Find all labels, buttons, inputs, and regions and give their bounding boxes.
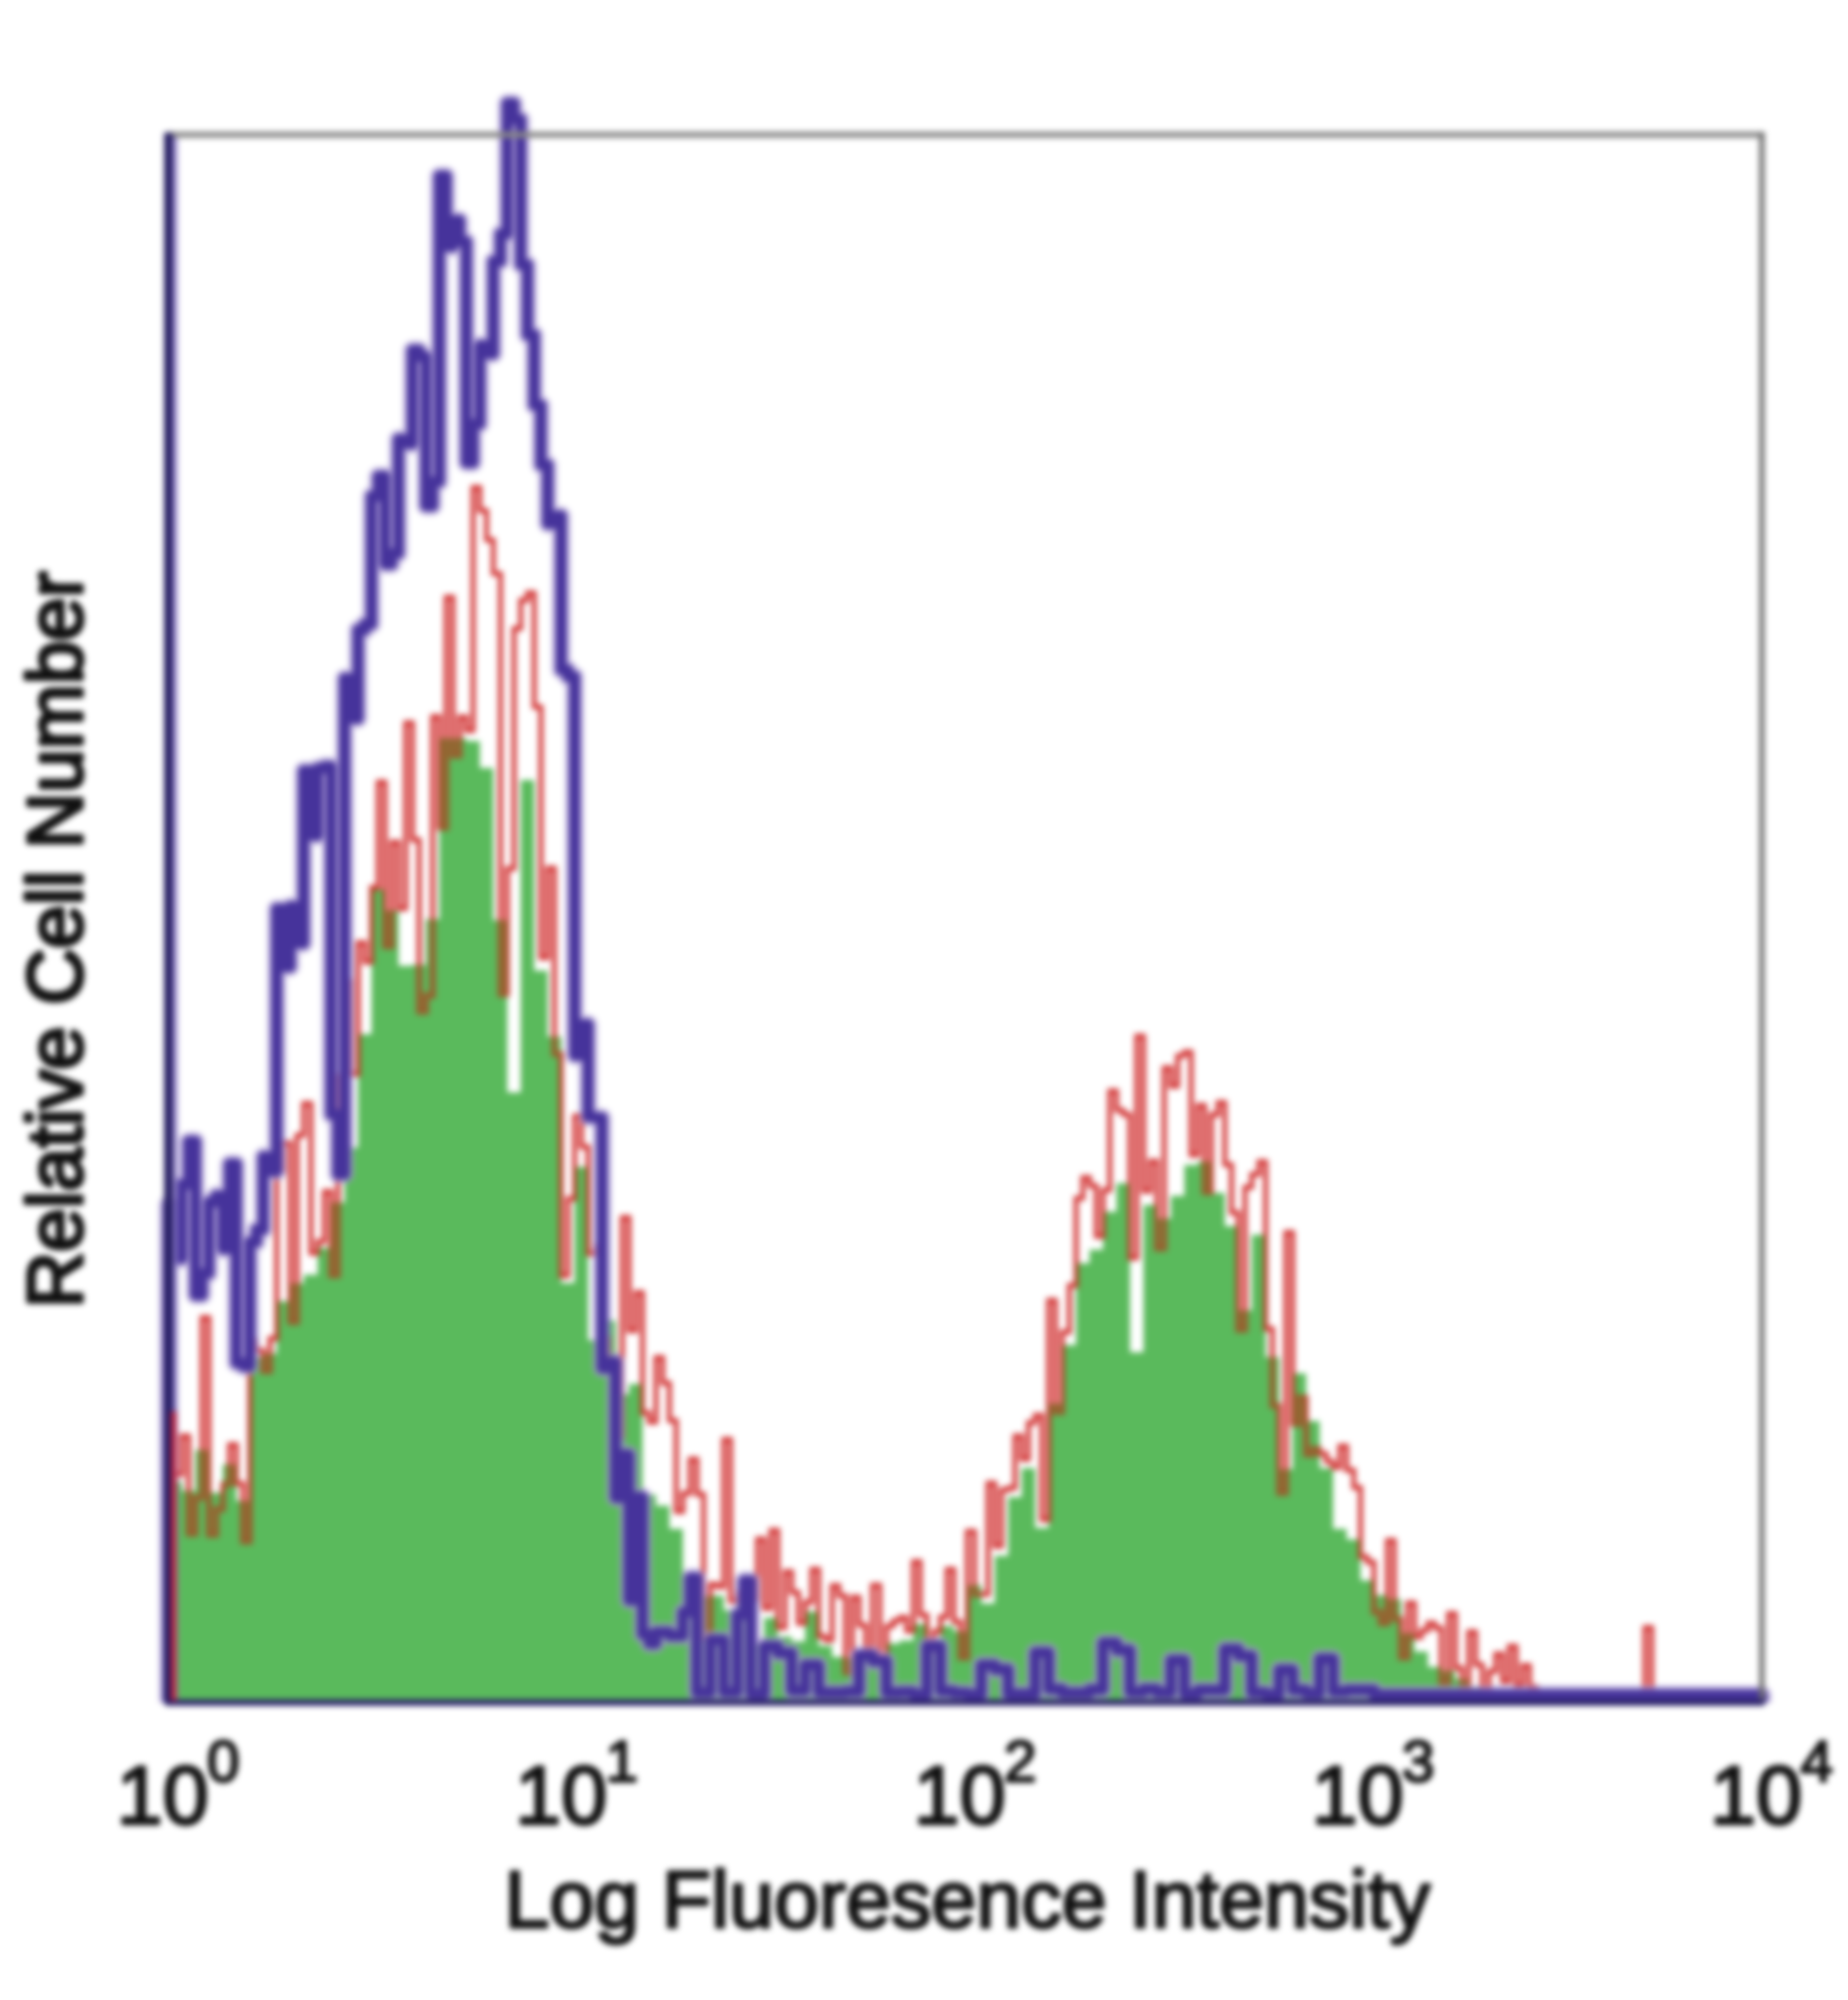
- svg-text:4: 4: [1800, 1729, 1833, 1794]
- svg-text:0: 0: [207, 1729, 240, 1794]
- svg-text:3: 3: [1402, 1729, 1435, 1794]
- svg-text:10: 10: [116, 1749, 208, 1842]
- svg-text:1: 1: [605, 1729, 638, 1794]
- svg-text:10: 10: [1710, 1749, 1802, 1842]
- svg-text:Log Fluoresence Intensity: Log Fluoresence Intensity: [504, 1854, 1430, 1945]
- svg-text:10: 10: [1311, 1749, 1403, 1842]
- svg-text:10: 10: [913, 1749, 1005, 1842]
- svg-text:10: 10: [515, 1749, 607, 1842]
- svg-text:Relative Cell Number: Relative Cell Number: [12, 572, 99, 1308]
- svg-text:2: 2: [1004, 1729, 1037, 1794]
